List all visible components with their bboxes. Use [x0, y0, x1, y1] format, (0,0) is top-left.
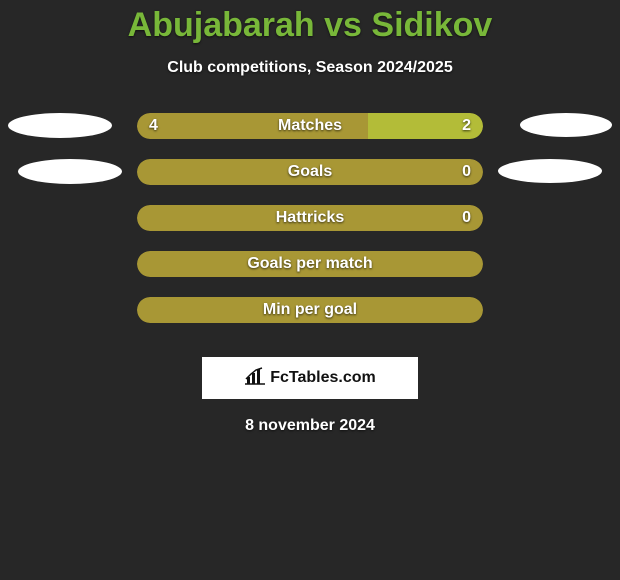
chart-bar-icon	[244, 367, 266, 390]
stat-value-right: 0	[462, 205, 471, 231]
stat-bar-track: Min per goal	[137, 297, 483, 323]
comparison-row: Min per goal	[0, 297, 620, 343]
stat-bar-full-fill	[137, 205, 483, 231]
page-subtitle: Club competitions, Season 2024/2025	[0, 59, 620, 77]
stat-bar-full-fill	[137, 159, 483, 185]
stat-bar-track: 42Matches	[137, 113, 483, 139]
page-title: Abujabarah vs Sidikov	[0, 0, 620, 45]
stat-bar-track: Goals per match	[137, 251, 483, 277]
comparison-row: Goals per match	[0, 251, 620, 297]
comparison-row: 0Hattricks	[0, 205, 620, 251]
player-right-avatar	[498, 159, 602, 183]
stat-value-right: 2	[462, 113, 471, 139]
comparison-rows: 42Matches0Goals0HattricksGoals per match…	[0, 113, 620, 343]
player-left-avatar	[18, 159, 122, 184]
branding-text: FcTables.com	[270, 369, 376, 387]
stat-value-right: 0	[462, 159, 471, 185]
stat-bar-full-fill	[137, 297, 483, 323]
player-right-avatar	[520, 113, 612, 137]
branding-badge: FcTables.com	[202, 357, 418, 399]
stat-bar-track: 0Goals	[137, 159, 483, 185]
comparison-row: 42Matches	[0, 113, 620, 159]
stat-value-left: 4	[149, 113, 158, 139]
stat-bar-left-fill	[137, 113, 368, 139]
footer-date: 8 november 2024	[0, 417, 620, 435]
comparison-row: 0Goals	[0, 159, 620, 205]
stat-bar-track: 0Hattricks	[137, 205, 483, 231]
player-left-avatar	[8, 113, 112, 138]
stat-bar-full-fill	[137, 251, 483, 277]
